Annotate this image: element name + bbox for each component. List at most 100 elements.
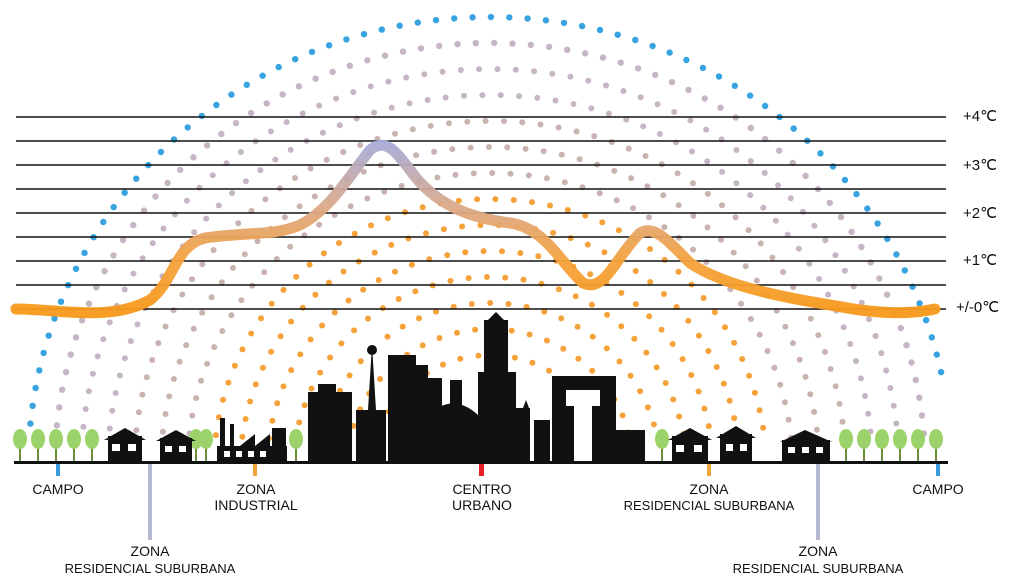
heat-dot — [268, 300, 275, 307]
heat-dot — [85, 300, 93, 307]
heat-dot — [654, 101, 661, 108]
heat-dot — [690, 180, 696, 187]
label-campo-right: CAMPO — [912, 481, 963, 497]
heat-dot — [531, 68, 538, 75]
heat-dot — [143, 374, 150, 381]
heat-dot — [399, 48, 407, 55]
heat-dot — [346, 62, 353, 69]
heat-dot — [267, 128, 274, 135]
heat-dot — [100, 336, 107, 343]
heat-dot — [701, 95, 708, 102]
heat-dot — [538, 280, 545, 287]
heat-dot — [890, 402, 897, 409]
heat-dot — [701, 405, 708, 412]
heat-dot — [618, 323, 625, 330]
heat-dot — [261, 269, 268, 276]
heat-dot — [666, 49, 673, 56]
heat-dot — [149, 240, 156, 247]
heat-dot — [630, 205, 637, 212]
heat-dot — [442, 94, 449, 101]
label-residencial-left-2: RESIDENCIAL SUBURBANA — [65, 561, 236, 576]
heat-dot — [204, 360, 211, 367]
heat-dot — [367, 83, 374, 90]
heat-dot — [688, 372, 695, 378]
heat-dot — [545, 43, 553, 51]
temperature-curve — [10, 139, 941, 319]
heat-dot — [469, 14, 476, 21]
label-industrial-1: ZONA — [237, 481, 277, 497]
tree-crown — [189, 429, 203, 449]
heat-dot — [439, 68, 446, 75]
heat-dot — [757, 240, 764, 247]
heat-dot — [596, 190, 603, 197]
heat-dot — [572, 293, 579, 300]
tree-crown — [199, 429, 213, 449]
heat-dot — [243, 81, 250, 89]
heat-dot — [336, 240, 342, 246]
tree-trunk — [295, 442, 297, 462]
heat-dot — [656, 131, 663, 137]
heat-dot — [157, 148, 165, 156]
heat-dot — [364, 57, 371, 64]
heat-dot — [561, 179, 568, 186]
heat-dot — [371, 249, 378, 256]
heat-dot — [836, 400, 843, 407]
heat-dot — [296, 203, 303, 210]
heat-dot — [502, 274, 509, 281]
heat-dot — [121, 286, 128, 293]
heat-dot — [547, 202, 553, 209]
heat-dot — [292, 175, 298, 181]
heat-dot — [634, 65, 642, 72]
heat-dot — [381, 52, 389, 59]
heat-dot — [589, 333, 596, 340]
heat-dot — [703, 126, 710, 133]
heat-dot — [375, 277, 382, 284]
heat-dot — [537, 121, 544, 128]
heat-dot — [700, 295, 707, 301]
heat-dot — [477, 222, 484, 229]
heat-dot — [368, 222, 374, 229]
temp-label-3: +3℃ — [963, 157, 997, 174]
heat-dot — [237, 149, 244, 155]
heat-dot — [399, 323, 406, 330]
heat-dot — [775, 182, 781, 189]
heat-dot — [106, 425, 113, 432]
heat-dot — [292, 56, 299, 63]
heat-dot — [874, 220, 881, 227]
tree-trunk — [19, 442, 21, 462]
heat-dot — [670, 396, 677, 403]
heat-dot — [785, 416, 792, 423]
heat-dot — [717, 104, 724, 111]
heat-dot — [316, 102, 323, 109]
heat-dot — [263, 100, 270, 107]
heat-dot — [340, 149, 347, 155]
heat-dot — [191, 229, 198, 236]
heat-dot — [640, 123, 647, 130]
tree-crown — [839, 429, 853, 449]
heat-dot — [480, 248, 487, 255]
heat-dot — [403, 74, 410, 81]
heat-dot — [747, 124, 754, 132]
marker-residencial-right-top — [707, 464, 711, 476]
heat-dot — [452, 171, 459, 178]
label-centro-1: CENTRO — [452, 481, 511, 497]
heat-dot — [110, 252, 117, 259]
heat-dot — [112, 390, 119, 396]
heat-dot — [89, 370, 96, 377]
heat-dot — [381, 188, 388, 195]
heat-dot — [82, 406, 89, 412]
tree-crown — [85, 429, 99, 449]
tree-crown — [31, 429, 45, 449]
heat-dot — [601, 249, 608, 256]
heat-dot — [918, 412, 926, 419]
heat-dot — [841, 176, 849, 184]
heat-dot — [440, 361, 446, 368]
heat-dot — [51, 315, 58, 322]
zone-labels: CAMPO ZONA INDUSTRIAL CENTRO URBANO ZONA… — [32, 481, 963, 576]
heat-dot — [467, 144, 474, 151]
temp-label-1: +1℃ — [963, 252, 997, 269]
heat-dot — [596, 26, 604, 34]
heat-dot — [121, 189, 128, 196]
heat-dot — [247, 398, 254, 405]
